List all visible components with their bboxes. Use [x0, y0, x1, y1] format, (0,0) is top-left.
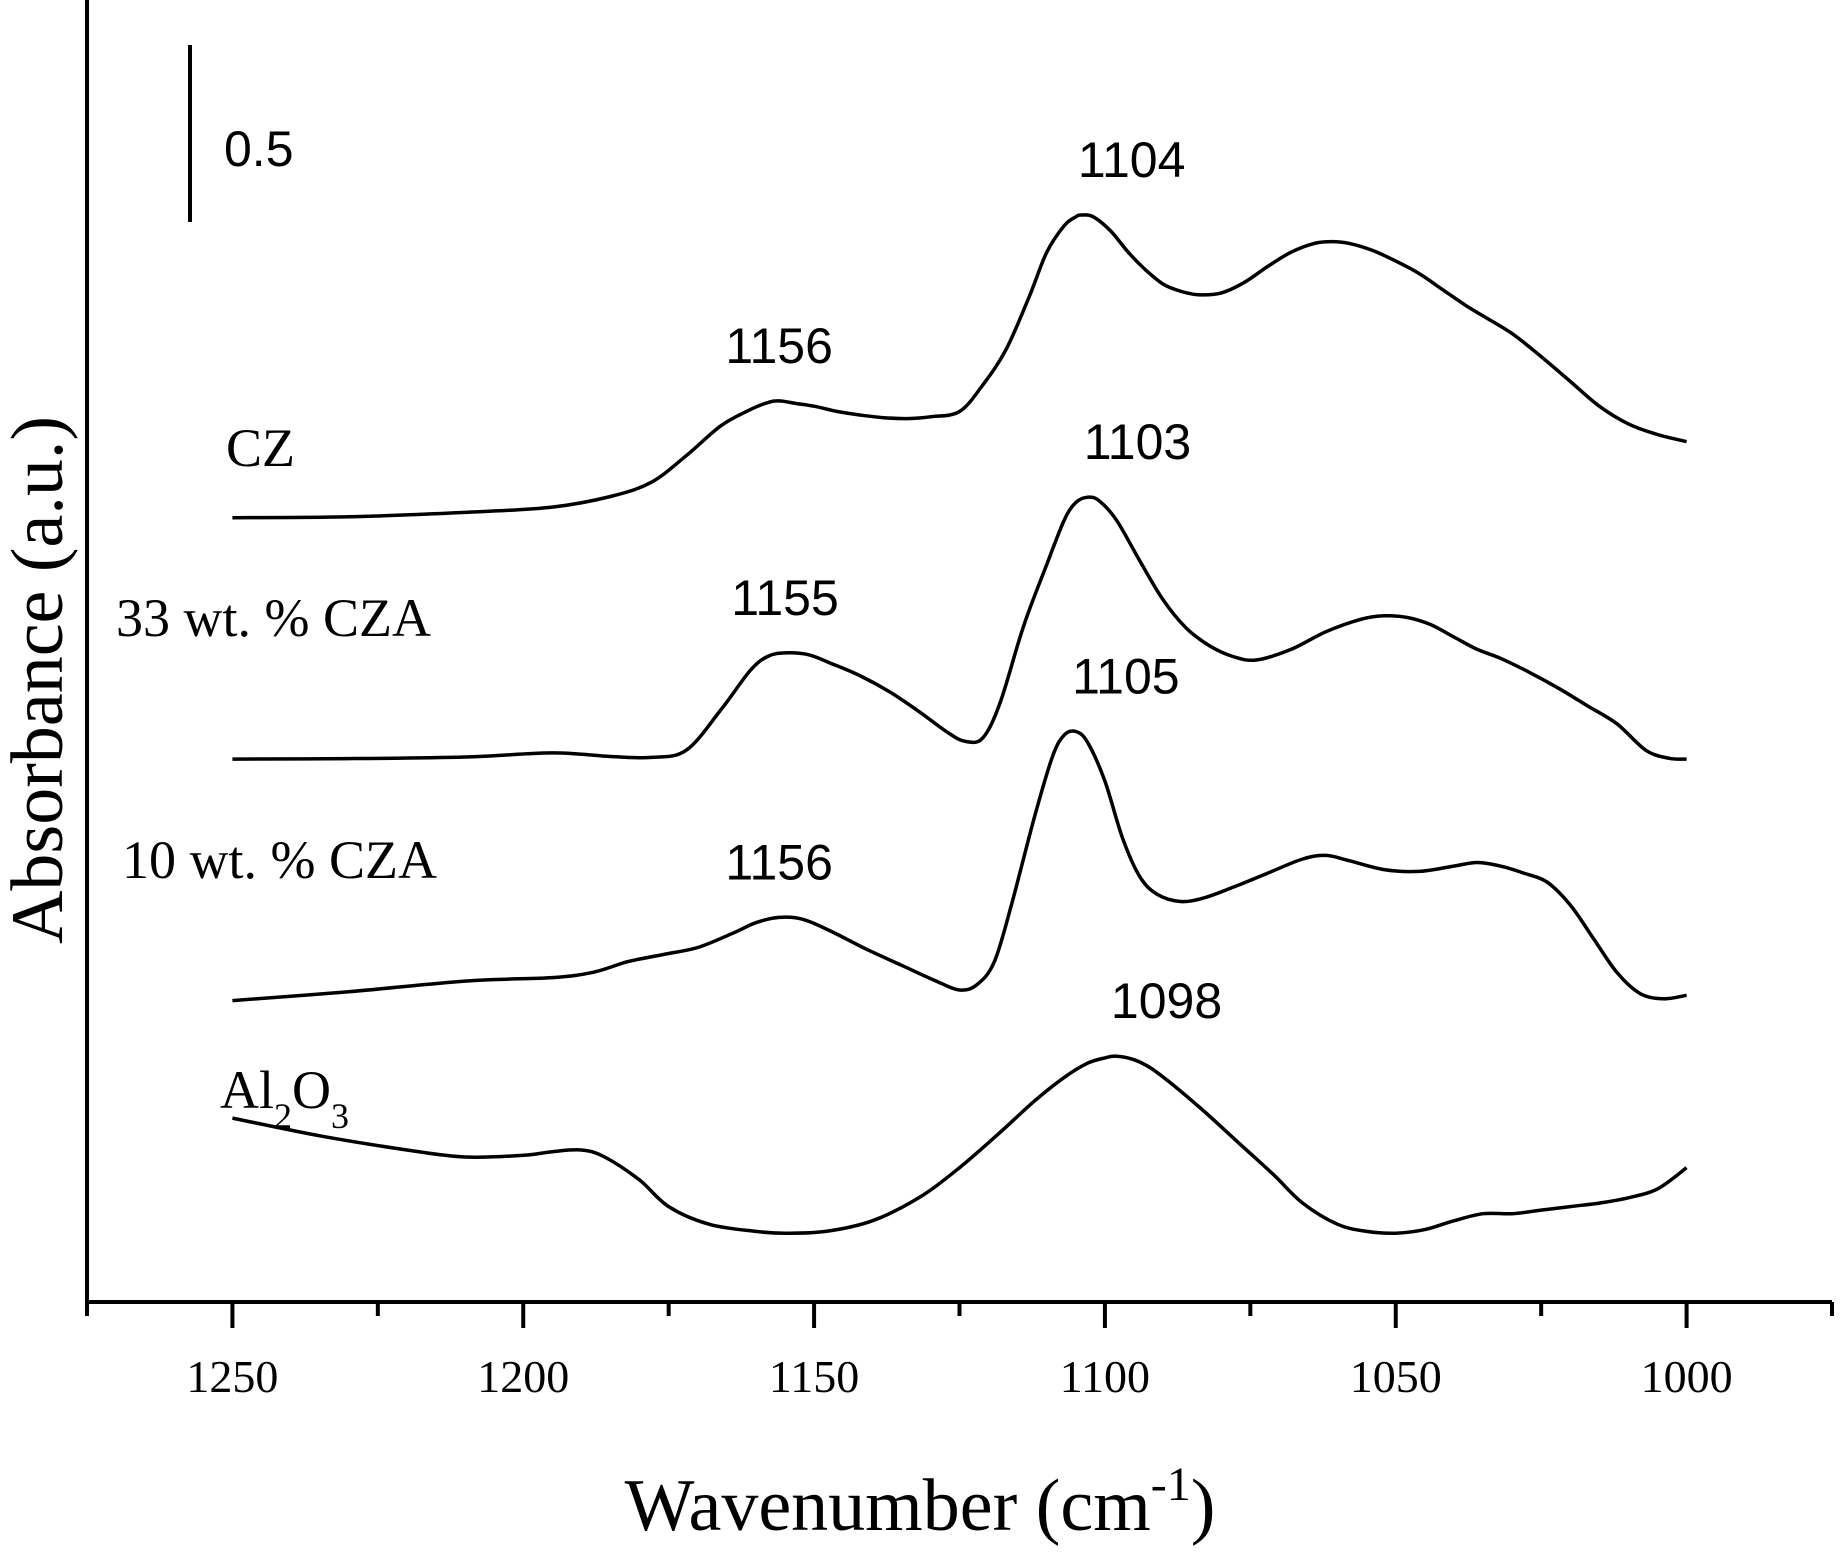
series-line-3: [232, 1054, 1688, 1235]
x-axis-ticks: [85, 1302, 1834, 1328]
al2o3-al: Al: [220, 1060, 274, 1120]
y-axis-label: Absorbance (a.u.): [0, 416, 79, 944]
series-label-33wt-cza: 33 wt. % CZA: [116, 588, 431, 648]
al2o3-sub-3: 3: [331, 1096, 349, 1136]
peak-label-1104: 1104: [1078, 132, 1186, 188]
peak-labels: 1156 1104 1155 1103 1156 1105 1098: [725, 132, 1222, 1029]
al2o3-sub-2: 2: [274, 1096, 292, 1136]
peak-label-1155: 1155: [731, 570, 839, 626]
peak-label-1156: 1156: [725, 318, 833, 374]
scale-bar: 0.5: [188, 45, 294, 222]
peak-label-1098: 1098: [1111, 973, 1222, 1029]
series-layer: [232, 213, 1688, 1235]
x-tick-label-1100: 1100: [1060, 1351, 1150, 1402]
series-label-cz: CZ: [226, 418, 295, 478]
x-tick-label-1200: 1200: [477, 1351, 569, 1402]
x-axis-label-main: Wavenumber (cm: [625, 1465, 1151, 1547]
series-line-1: [232, 495, 1687, 761]
series-label-al2o3: Al2O3: [220, 1060, 349, 1136]
series-line-0: [232, 213, 1688, 520]
al2o3-o: O: [292, 1060, 331, 1120]
peak-label-1103: 1103: [1084, 414, 1192, 470]
x-tick-label-1150: 1150: [769, 1351, 859, 1402]
peak-label-1156: 1156: [725, 834, 833, 890]
x-axis-label-close: ): [1191, 1465, 1216, 1547]
peak-label-1105: 1105: [1072, 649, 1180, 705]
x-axis-label: Wavenumber (cm-1): [625, 1458, 1216, 1547]
plot-area: 1250 1200 1150 1100 1050 1000 1156 1104 1155 110…: [85, 0, 1834, 1402]
x-axis-tick-labels: 1250 1200 1150 1100 1050 1000: [186, 1351, 1732, 1402]
x-tick-label-1000: 1000: [1641, 1351, 1733, 1402]
x-axis-label-sup: -1: [1151, 1458, 1191, 1511]
x-tick-label-1250: 1250: [186, 1351, 278, 1402]
series-line-2: [232, 729, 1687, 1003]
series-label-10wt-cza: 10 wt. % CZA: [122, 830, 437, 890]
x-tick-label-1050: 1050: [1350, 1351, 1442, 1402]
scale-bar-label: 0.5: [224, 121, 294, 177]
